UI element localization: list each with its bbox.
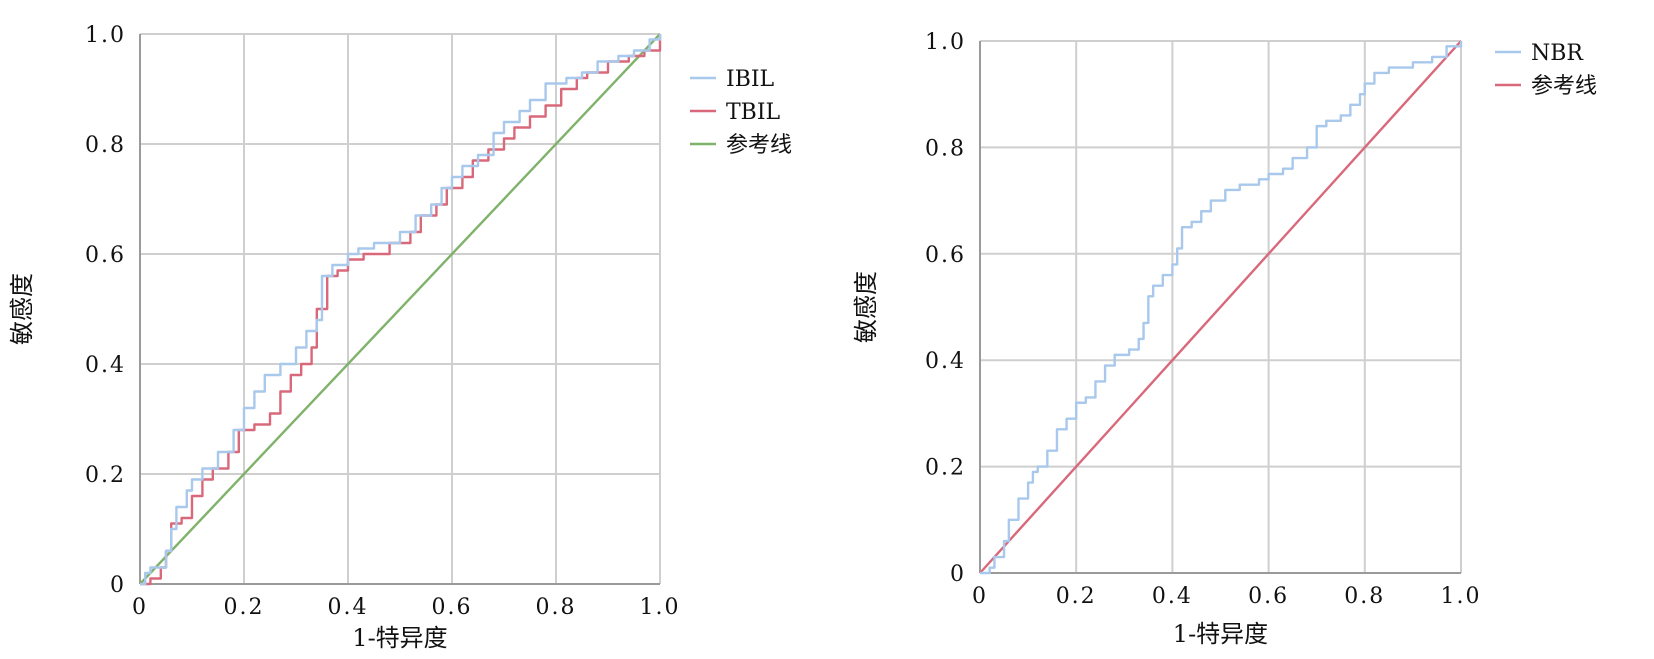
x-tick-label: 0.6 xyxy=(1248,584,1289,609)
x-tick-label: 0.8 xyxy=(1344,584,1385,609)
y-tick-label: 0 xyxy=(950,562,966,587)
x-tick-label: 0.4 xyxy=(328,595,369,620)
x-tick-label: 0.8 xyxy=(536,595,577,620)
legend-label: 参考线 xyxy=(726,133,792,158)
series-line-2 xyxy=(140,34,662,586)
y-tick-label: 0.2 xyxy=(85,463,126,488)
x-tick-label: 0.2 xyxy=(1056,584,1097,609)
x-tick-label: 1.0 xyxy=(1441,584,1482,609)
series-line-3 xyxy=(139,33,661,585)
legend-label: 参考线 xyxy=(1531,74,1597,99)
x-tick-label: 0.6 xyxy=(432,595,473,620)
y-tick-label: 0.6 xyxy=(925,243,966,268)
y-tick-label: 0.4 xyxy=(925,349,966,374)
x-tick-label: 1.0 xyxy=(640,595,681,620)
y-tick-label: 1.0 xyxy=(85,23,126,48)
series-line-2 xyxy=(979,40,1462,574)
x-tick-label: 0 xyxy=(972,584,988,609)
y-tick-label: 1.0 xyxy=(925,30,966,55)
legend-label: NBR xyxy=(1531,41,1584,66)
y-axis-label: 敏感度 xyxy=(852,271,880,343)
x-tick-label: 0.4 xyxy=(1152,584,1193,609)
y-axis-label: 敏感度 xyxy=(8,273,36,345)
legend-label: IBIL xyxy=(726,67,775,92)
x-tick-label: 0 xyxy=(132,595,148,620)
y-tick-label: 0 xyxy=(110,573,126,598)
y-tick-label: 0.6 xyxy=(85,243,126,268)
legend-label: TBIL xyxy=(726,100,781,125)
y-tick-label: 0.2 xyxy=(925,456,966,481)
series-line-1 xyxy=(980,41,1463,575)
y-tick-label: 0.8 xyxy=(85,133,126,158)
roc-chart-2: 00 0.2 0.2 0.4 0.4 0.6 0.6 0.8 0.8 1.0 1.0 1-特异度 敏感度… xyxy=(852,30,1597,648)
roc-chart-1: 00 0.2 0.2 0.4 0.4 0.6 0.6 0.8 0.8 1.0 1.0 1-特异度 敏感度… xyxy=(8,23,792,652)
x-axis-label: 1-特异度 xyxy=(1173,620,1268,648)
series-line-1 xyxy=(140,34,662,586)
x-tick-label: 0.2 xyxy=(224,595,265,620)
y-tick-label: 0.8 xyxy=(925,136,966,161)
y-tick-label: 0.4 xyxy=(85,353,126,378)
x-axis-label: 1-特异度 xyxy=(352,624,447,652)
